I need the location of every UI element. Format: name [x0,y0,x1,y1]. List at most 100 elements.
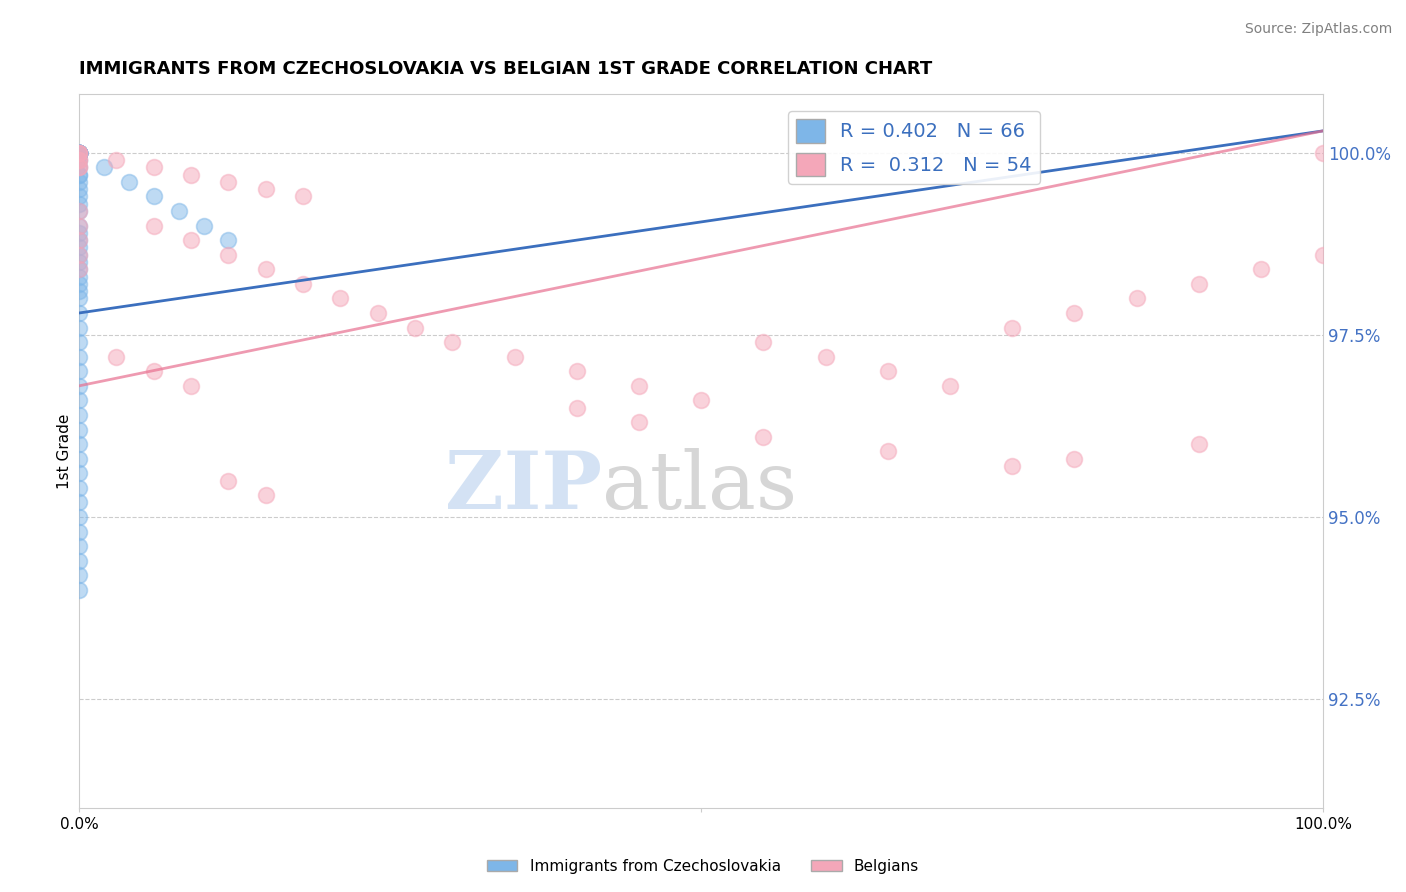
Point [690,393,713,408]
Point [217,248,239,262]
Point [67,554,90,568]
Point [292,189,315,203]
Point [67,145,90,160]
Point [939,379,962,393]
Point [67,145,90,160]
Point [67,145,90,160]
Text: IMMIGRANTS FROM CZECHOSLOVAKIA VS BELGIAN 1ST GRADE CORRELATION CHART: IMMIGRANTS FROM CZECHOSLOVAKIA VS BELGIA… [79,60,932,78]
Point [254,488,277,502]
Point [627,415,650,429]
Point [67,393,90,408]
Point [1312,145,1334,160]
Point [67,161,90,175]
Point [67,262,90,277]
Point [752,430,775,444]
Point [180,379,202,393]
Point [167,204,190,219]
Point [67,568,90,582]
Point [67,168,90,182]
Point [105,153,128,167]
Point [180,233,202,247]
Point [67,284,90,298]
Point [254,262,277,277]
Point [67,423,90,437]
Point [503,350,526,364]
Point [814,350,837,364]
Point [67,145,90,160]
Point [67,161,90,175]
Point [67,145,90,160]
Point [67,582,90,597]
Point [67,145,90,160]
Point [67,320,90,334]
Point [142,161,165,175]
Point [67,153,90,167]
Point [1312,248,1334,262]
Point [67,145,90,160]
Point [292,277,315,291]
Point [67,277,90,291]
Text: Source: ZipAtlas.com: Source: ZipAtlas.com [1244,22,1392,37]
Point [752,335,775,350]
Point [565,401,588,415]
Legend: Immigrants from Czechoslovakia, Belgians: Immigrants from Czechoslovakia, Belgians [481,853,925,880]
Point [627,379,650,393]
Point [404,320,426,334]
Point [565,364,588,378]
Point [67,481,90,495]
Point [67,350,90,364]
Point [217,233,239,247]
Point [67,145,90,160]
Point [142,189,165,203]
Point [67,153,90,167]
Point [217,175,239,189]
Point [67,145,90,160]
Point [1001,458,1024,473]
Point [67,145,90,160]
Point [67,145,90,160]
Point [67,168,90,182]
Point [67,248,90,262]
Point [67,226,90,240]
Point [67,145,90,160]
Point [1188,437,1211,451]
Point [67,292,90,306]
Point [67,510,90,524]
Point [67,175,90,189]
Text: atlas: atlas [602,448,797,526]
Point [180,168,202,182]
Point [67,145,90,160]
Point [1063,451,1085,466]
Point [67,524,90,539]
Point [67,306,90,320]
Point [67,248,90,262]
Point [67,204,90,219]
Point [254,182,277,196]
Point [67,196,90,211]
Point [876,444,898,458]
Point [67,145,90,160]
Point [67,269,90,284]
Point [67,467,90,481]
Point [67,145,90,160]
Point [142,364,165,378]
Point [67,161,90,175]
Point [1188,277,1211,291]
Point [217,474,239,488]
Point [67,182,90,196]
Point [67,451,90,466]
Point [67,233,90,247]
Point [67,437,90,451]
Point [67,233,90,247]
Point [67,219,90,233]
Legend: R = 0.402   N = 66, R =  0.312   N = 54: R = 0.402 N = 66, R = 0.312 N = 54 [787,112,1039,184]
Point [67,153,90,167]
Point [67,539,90,553]
Point [93,161,115,175]
Point [67,189,90,203]
Point [876,364,898,378]
Point [67,335,90,350]
Point [67,145,90,160]
Point [1250,262,1272,277]
Point [67,145,90,160]
